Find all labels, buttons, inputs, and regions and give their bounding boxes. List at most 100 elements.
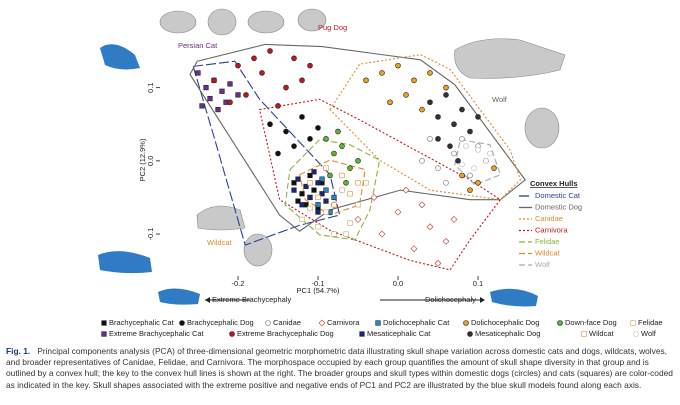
point xyxy=(315,125,321,131)
point xyxy=(451,150,457,157)
point xyxy=(227,81,233,87)
point xyxy=(435,136,441,142)
point xyxy=(475,180,481,186)
hull-legend-label: Felidae xyxy=(535,237,560,246)
point xyxy=(323,165,329,171)
annotation: Pug Dog xyxy=(318,23,347,32)
point xyxy=(402,186,410,194)
point xyxy=(435,114,441,120)
legend-marker xyxy=(101,331,107,337)
point xyxy=(259,70,265,76)
y-tick-label: 0.0 xyxy=(146,156,155,166)
point xyxy=(299,191,305,197)
point xyxy=(418,201,426,209)
legend-label: Dolichocephalic Dog xyxy=(471,318,539,327)
skull-images xyxy=(159,8,566,267)
point xyxy=(483,158,489,164)
point xyxy=(323,136,329,142)
point xyxy=(295,176,301,182)
point xyxy=(251,55,257,62)
point xyxy=(199,103,205,109)
annotation: Wolf xyxy=(492,95,508,104)
point xyxy=(467,128,473,135)
legend-label: Mesaticephalic Dog xyxy=(475,329,540,338)
point xyxy=(426,223,434,231)
hull-legend-title: Convex Hulls xyxy=(530,179,578,188)
x-tick-label: 0.1 xyxy=(473,279,483,288)
point xyxy=(451,121,457,128)
point xyxy=(427,99,433,106)
legend-label: Brachycephalic Cat xyxy=(109,318,175,327)
legend-marker xyxy=(557,320,563,326)
point xyxy=(442,237,450,245)
hull-legend-label: Wolf xyxy=(535,260,551,269)
point xyxy=(370,194,378,201)
point xyxy=(275,150,281,157)
point xyxy=(487,150,493,157)
point xyxy=(303,183,309,190)
caption: Fig. 1. Principal components analysis (P… xyxy=(6,346,674,391)
convex-hull xyxy=(189,43,526,232)
point xyxy=(459,106,465,113)
point xyxy=(467,187,473,193)
point xyxy=(311,169,317,175)
point xyxy=(307,136,313,142)
point xyxy=(394,208,402,216)
point xyxy=(307,205,313,212)
annotation: Extreme Brachycephaly xyxy=(212,295,291,304)
legend-label: Dolichocephalic Cat xyxy=(383,318,450,327)
legend-marker xyxy=(375,320,381,326)
convex-hull xyxy=(329,54,522,201)
point xyxy=(443,84,449,91)
point xyxy=(311,187,317,193)
point xyxy=(291,187,297,193)
point xyxy=(339,187,345,193)
x-tick-label: -0.2 xyxy=(232,279,245,288)
point xyxy=(347,220,353,226)
point xyxy=(343,180,349,186)
point xyxy=(215,106,221,113)
point xyxy=(243,92,249,98)
point xyxy=(275,103,281,109)
x-tick-label: 0.0 xyxy=(393,279,403,288)
point xyxy=(307,194,313,201)
point xyxy=(355,180,361,186)
point xyxy=(387,99,393,106)
convex-hull xyxy=(258,98,502,271)
point xyxy=(459,136,465,142)
point xyxy=(443,92,449,98)
caption-text: Principal components analysis (PCA) of t… xyxy=(6,346,673,390)
point xyxy=(411,77,417,84)
point xyxy=(299,216,305,223)
point xyxy=(450,215,458,223)
point xyxy=(463,143,469,149)
point xyxy=(307,62,313,69)
point xyxy=(419,106,425,113)
y-tick-label: -0.1 xyxy=(146,228,155,241)
hull-legend-label: Carnivora xyxy=(535,225,568,234)
legend-marker xyxy=(359,331,365,337)
point xyxy=(447,143,453,149)
point xyxy=(295,198,301,204)
annotation: Dolichocephaly xyxy=(425,295,476,304)
point xyxy=(291,55,297,62)
point xyxy=(427,136,433,142)
hull-legend-label: Wildcat xyxy=(535,248,561,257)
point xyxy=(355,202,361,208)
point xyxy=(315,194,321,201)
point xyxy=(323,187,329,193)
point xyxy=(327,172,333,179)
legend-marker xyxy=(265,320,271,326)
caption-label: Fig. 1. xyxy=(6,346,31,356)
y-tick-label: 0.1 xyxy=(146,82,155,92)
point xyxy=(283,84,289,91)
point xyxy=(471,165,477,171)
annotation: Persian Cat xyxy=(178,41,218,50)
point xyxy=(283,128,289,135)
point xyxy=(331,202,337,208)
point xyxy=(267,48,273,54)
point xyxy=(331,194,337,201)
point xyxy=(343,231,349,237)
point xyxy=(335,128,341,135)
point xyxy=(379,70,385,76)
